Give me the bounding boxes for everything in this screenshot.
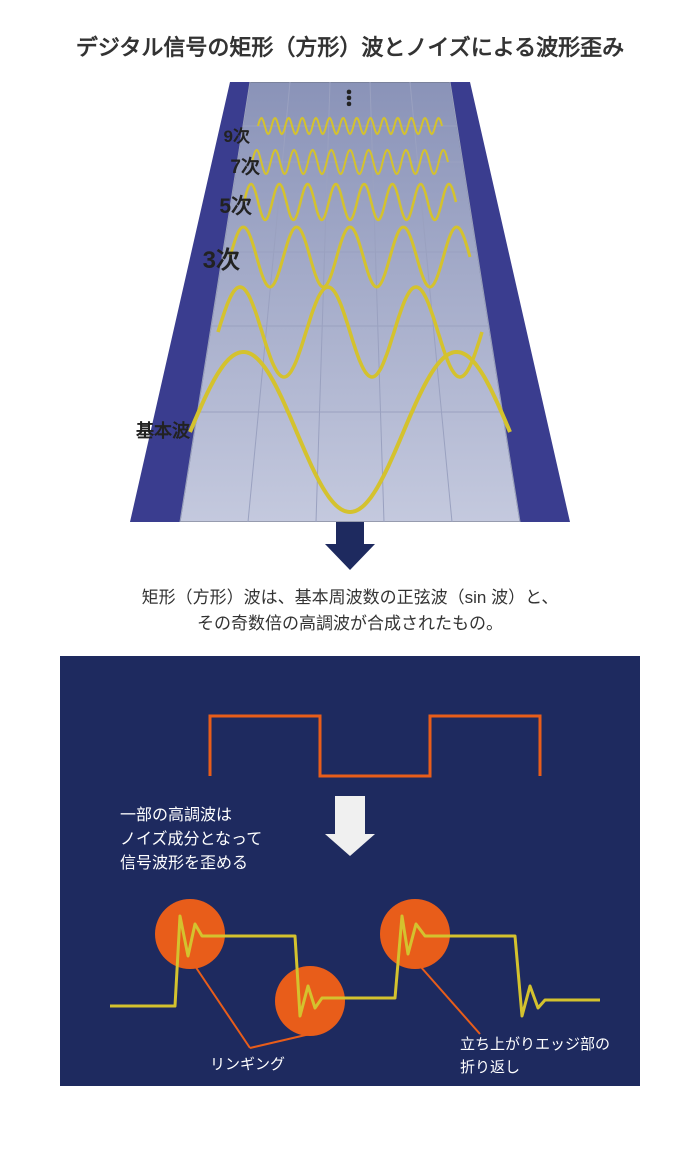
down-arrow-icon [0,522,700,575]
harmonic-label: 9次 [190,122,250,147]
noise-description: 一部の高調波はノイズ成分となって信号波形を歪める [120,804,262,876]
distortion-panel: 一部の高調波はノイズ成分となって信号波形を歪める リンギング 立ち上がりエッジ部… [60,656,640,1086]
harmonic-label: 7次 [200,152,260,179]
main-title: デジタル信号の矩形（方形）波とノイズによる波形歪み [0,0,700,62]
ringing-label: リンギング [210,1054,285,1077]
harmonic-label: 5次 [192,190,252,220]
harmonic-label: 基本波 [130,417,190,443]
desc-line1: 矩形（方形）波は、基本周波数の正弦波（sin 波）と、 [142,588,559,607]
harmonics-diagram: 9次 7次 5次 3次基本波 ・・・ [130,82,570,522]
harmonic-label: 3次 [180,240,240,275]
harmonics-svg [130,82,570,522]
desc-line2: その奇数倍の高調波が合成されたもの。 [197,614,503,633]
continuation-dots: ・・・ [340,90,358,108]
edge-fold-label: 立ち上がりエッジ部の折り返し [460,1034,610,1079]
description-text: 矩形（方形）波は、基本周波数の正弦波（sin 波）と、 その奇数倍の高調波が合成… [0,585,700,636]
